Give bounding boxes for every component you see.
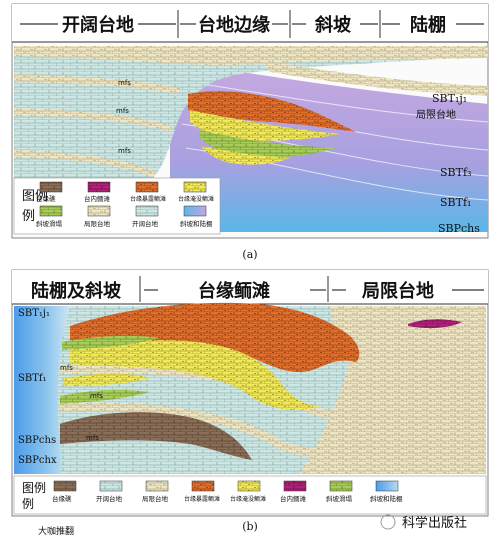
mfs-label-b1: mfs — [60, 364, 73, 372]
legend-b-label-drowned: 台缘淹没鲕滩 — [230, 495, 266, 503]
legend-a-swatch-reef — [39, 181, 63, 193]
header-margin-shoal: 台缘鲕滩 — [198, 280, 270, 302]
drowned-margin-shoal-b — [70, 340, 320, 411]
legend-title-a2: 例 — [22, 209, 35, 224]
legend-a-label-slump: 斜坡滑塌 — [36, 219, 63, 228]
legend-b-swatch-inner-shoal — [283, 480, 307, 492]
legend-a-swatch-slump — [39, 205, 63, 217]
legend-b-swatch-restricted — [145, 480, 169, 492]
legend-a-swatch-inner-shoal — [87, 181, 111, 193]
surface-sbpchs-a: SBPchs — [438, 222, 480, 235]
inner-platform-shoal-b — [408, 319, 462, 329]
legend-b-label-inner-shoal: 台内鲕滩 — [280, 494, 307, 503]
surface-sbt-f1-b: SBTf₁ — [18, 373, 47, 384]
legend-a-label-restricted: 局限台地 — [84, 219, 111, 228]
legend-a-swatch-open — [135, 205, 159, 217]
legend-b-label-slump: 斜坡滑塌 — [326, 494, 353, 503]
surface-sbt-f3-a: SBTf₃ — [440, 166, 471, 179]
restricted-platform-band-top — [14, 46, 488, 66]
caption-b: (b) — [242, 520, 258, 533]
surface-sbpchx-b: SBPchx — [18, 455, 57, 466]
caption-a: (a) — [242, 248, 257, 261]
legend-title-a: 图例 — [22, 189, 48, 204]
panel-b: 陆棚及斜坡 台缘鲕滩 局限台地 SBT₁j₁ SBTf₁ SBPchs SBPc… — [11, 269, 489, 517]
slope-slump-b1 — [62, 335, 160, 350]
legend-b-swatch-open — [99, 480, 123, 492]
legend-a-swatch-exposed — [135, 181, 159, 193]
open-platform-facies — [14, 48, 488, 180]
legend-b-swatch-reef — [53, 480, 77, 492]
surface-sbt-j1-b: SBT₁j₁ — [18, 308, 50, 319]
legend-a-label-slope-shelf: 斜坡和陆棚 — [180, 219, 213, 228]
mfs-label-a1: mfs — [118, 79, 131, 87]
legend-a-swatch-slope-shelf — [183, 205, 207, 217]
legend-b: 图例 例 台缘礁 开阔台地 局限台地 台缘暴露鲕滩 台缘淹没鲕滩 台内鲕滩 斜坡… — [13, 475, 487, 515]
exposed-margin-shoal — [188, 91, 356, 132]
legend-a-label-inner-shoal: 台内鲕滩 — [84, 194, 111, 203]
exposed-margin-shoal-b — [70, 302, 360, 372]
svg-text:例: 例 — [22, 497, 34, 511]
legend-b-swatch-slope-shelf — [375, 480, 399, 492]
legend-b-label-restricted: 局限台地 — [142, 494, 169, 503]
legend-a-label-open: 开阔台地 — [132, 219, 159, 228]
header-slope: 斜坡 — [314, 14, 352, 36]
mfs-label-a2: mfs — [116, 107, 129, 115]
legend-b-label-slope-shelf: 斜坡和陆棚 — [370, 494, 403, 503]
legend-b-label-open: 开阔台地 — [96, 494, 123, 503]
restricted-platform-label-a: 局限台地 — [416, 108, 456, 121]
surface-sbt-j1-a: SBT₁j₁ — [432, 92, 467, 105]
mfs-label-b2: mfs — [90, 392, 103, 400]
surface-sbpchs-b: SBPchs — [18, 435, 56, 446]
legend-a-swatch-drowned — [183, 181, 207, 193]
header-platform-margin: 台地边缘 — [198, 14, 270, 36]
header-shelf-slope: 陆棚及斜坡 — [31, 280, 122, 302]
drowned-margin-shoal — [190, 110, 340, 141]
slope-slump-b2 — [60, 389, 150, 404]
surface-sbt-f1-a: SBTf₁ — [440, 196, 471, 209]
slope-shelf-facies-b — [14, 306, 70, 474]
header-shelf: 陆棚 — [410, 14, 446, 36]
header-restricted-platform: 局限台地 — [362, 280, 434, 302]
wechat-icon — [380, 514, 396, 530]
panel-a: 开阔台地 台地边缘 斜坡 陆棚 SBT₁j₁ 局限台地 SBTf₃ SBTf₁ … — [11, 3, 489, 239]
legend-b-swatch-slump — [329, 480, 353, 492]
legend-a: 图例 台缘礁 台内鲕滩 台缘暴露鲕滩 台缘淹没鲕滩 例 斜坡滑塌 局限台地 开阔… — [13, 177, 221, 235]
mfs-label-b3: mfs — [86, 434, 99, 442]
header-open-platform: 开阔台地 — [62, 14, 134, 36]
margin-reef-b — [60, 412, 252, 460]
legend-b-label-exposed: 台缘暴露鲕滩 — [184, 495, 220, 503]
legend-b-swatch-exposed — [191, 480, 215, 492]
watermark-right: 科学出版社 — [402, 515, 467, 531]
legend-title-b: 图例 — [22, 481, 46, 495]
mfs-label-a3: mfs — [118, 147, 131, 155]
legend-a-swatch-restricted — [87, 205, 111, 217]
slope-slump — [200, 130, 336, 158]
legend-b-swatch-drowned — [237, 480, 261, 492]
legend-b-label-reef: 台缘礁 — [52, 494, 72, 503]
restricted-platform-wedge — [260, 60, 488, 96]
legend-a-label-drowned: 台缘淹没鲕滩 — [178, 195, 214, 203]
watermark-left: 大咖推翻 — [38, 525, 74, 537]
legend-a-label-exposed: 台缘暴露鲕滩 — [130, 195, 166, 203]
legend-a-label-reef: 台缘礁 — [36, 194, 56, 203]
